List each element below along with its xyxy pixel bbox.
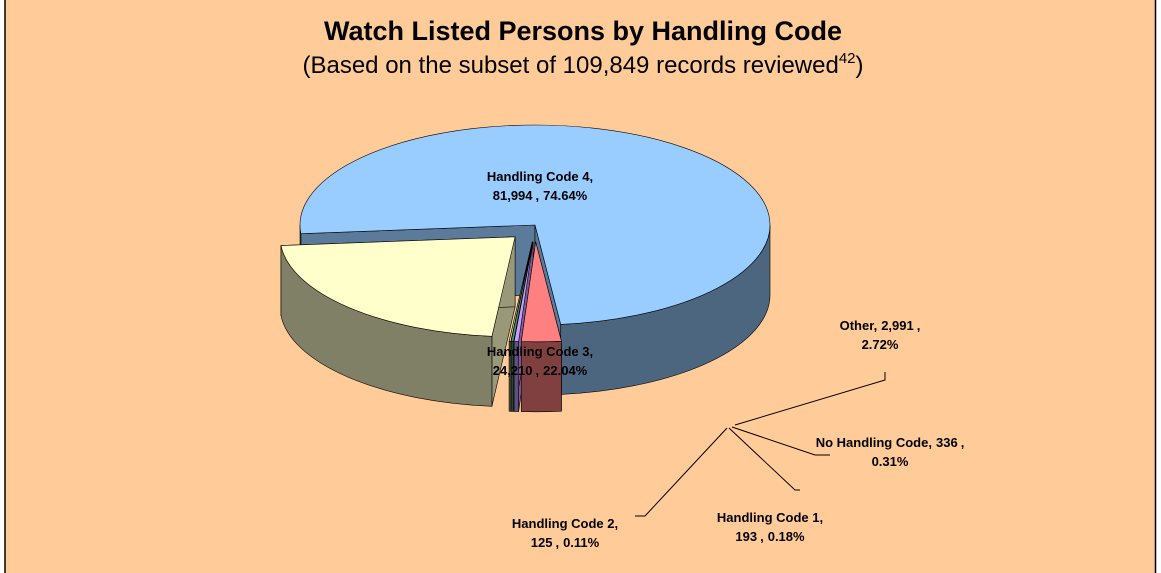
label-name: Handling Code 3 (487, 344, 590, 359)
label-value: 2,991 (881, 318, 914, 333)
label-value: 125 (531, 535, 553, 550)
label-separator: , (589, 169, 593, 184)
label-name: Handling Code 4 (487, 169, 590, 184)
label-value: 193 (735, 529, 757, 544)
label-name: Handling Code 2 (512, 516, 615, 531)
label-separator: , (536, 188, 540, 203)
label-percent: 2.72% (862, 337, 899, 352)
subtitle-end: ) (856, 52, 864, 79)
label-separator: , (614, 516, 618, 531)
label-name: Handling Code 1 (717, 510, 820, 525)
data-label: Other, 2,991, 2.72% (840, 318, 921, 352)
pie-slice (520, 241, 562, 343)
data-label: Handling Code 4, 81,994, 74.64% (487, 169, 593, 203)
label-value: 336 (936, 435, 958, 450)
label-percent: 0.11% (563, 535, 600, 550)
leader-line (734, 372, 886, 426)
label-separator: , (589, 344, 593, 359)
leader-line (731, 426, 830, 456)
data-label: Handling Code 3, 24,210, 22.04% (487, 344, 593, 378)
label-percent: 0.18% (768, 529, 805, 544)
label-separator: , (819, 510, 823, 525)
pie-slice (513, 241, 534, 342)
label-name: No Handling Code (816, 435, 929, 450)
data-label: Handling Code 2, 125, 0.11% (512, 516, 618, 550)
label-separator: , (536, 363, 540, 378)
label-separator: , (555, 535, 559, 550)
label-separator: , (874, 318, 878, 333)
pie-slice (299, 124, 771, 325)
label-separator: , (760, 529, 764, 544)
data-label: Handling Code 1, 193, 0.18% (717, 510, 823, 544)
leader-line (728, 427, 800, 491)
leader-line (635, 427, 728, 517)
data-label: No Handling Code, 336, 0.31% (816, 435, 965, 469)
label-percent: 22.04% (543, 363, 588, 378)
label-value: 81,994 (493, 188, 534, 203)
pie-slice (510, 241, 533, 342)
label-separator: , (917, 318, 921, 333)
pie-slice (280, 236, 516, 337)
chart-title: Watch Listed Persons by Handling Code (324, 16, 842, 46)
label-percent: 74.64% (543, 188, 588, 203)
label-separator: , (961, 435, 965, 450)
subtitle-text: (Based on the subset of 109,849 records … (302, 52, 838, 79)
label-name: Other (840, 318, 875, 333)
label-percent: 0.31% (872, 454, 909, 469)
label-value: 24,210 (493, 363, 533, 378)
subtitle-note: 42 (839, 50, 856, 67)
label-separator: , (928, 435, 932, 450)
chart-subtitle: (Based on the subset of 109,849 records … (302, 50, 863, 79)
